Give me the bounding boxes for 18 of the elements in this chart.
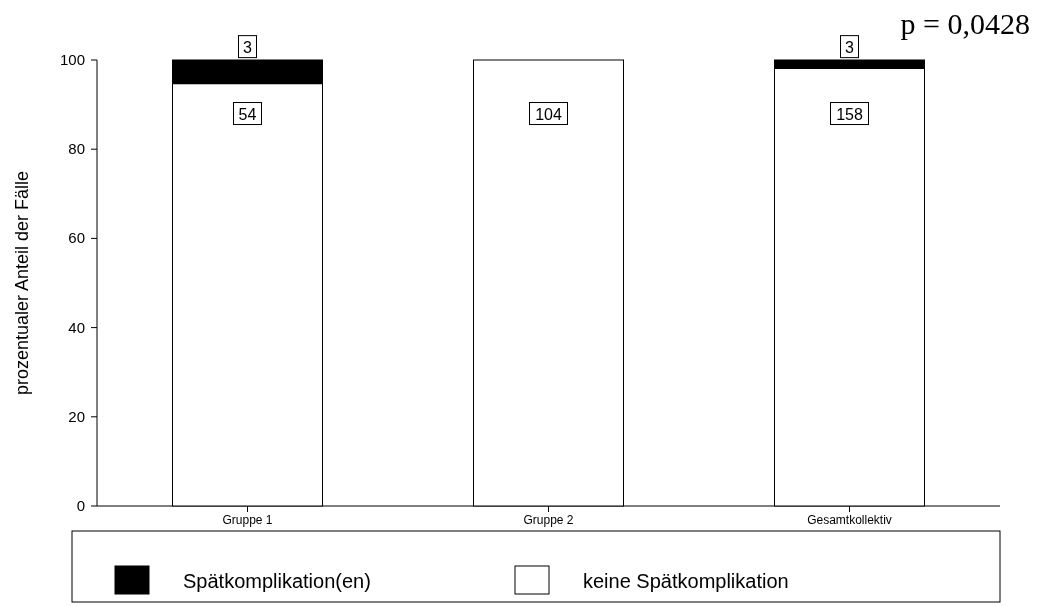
annotation: 104	[535, 105, 562, 123]
y-tick-label: 100	[59, 51, 85, 68]
annotation: 3	[243, 38, 253, 56]
y-tick-label: 40	[68, 318, 85, 336]
y-tick-label: 0	[76, 497, 85, 514]
x-tick-label: Gruppe 2	[523, 513, 574, 527]
x-tick-label: Gruppe 1	[222, 513, 273, 527]
annotation: 54	[238, 105, 257, 123]
annotation: 158	[836, 105, 863, 123]
text: p = 0,0428	[900, 7, 1030, 40]
y-tick-label: 60	[68, 229, 85, 247]
y-axis-title: prozentualer Anteil der Fälle	[12, 170, 32, 396]
legend-label: Spätkomplikation(en)	[183, 570, 371, 592]
y-tick-label: 20	[68, 407, 85, 425]
y-tick-label: 80	[68, 140, 85, 158]
annotation: 3	[845, 38, 855, 56]
x-tick-label: Gesamtkollektiv	[807, 513, 892, 527]
legend-label: keine Spätkomplikation	[583, 570, 789, 592]
